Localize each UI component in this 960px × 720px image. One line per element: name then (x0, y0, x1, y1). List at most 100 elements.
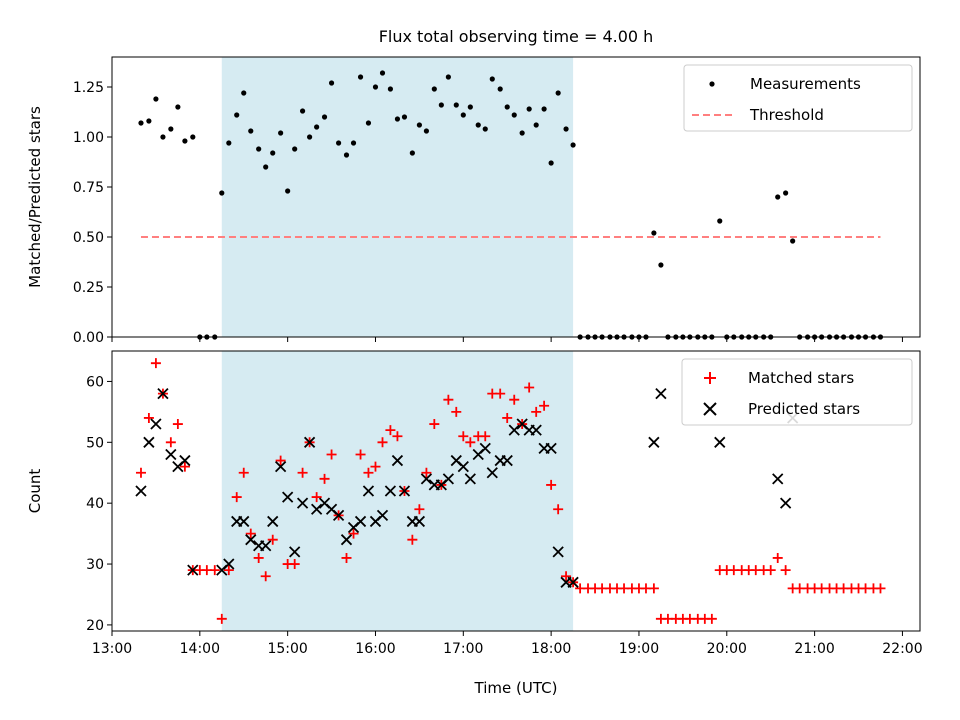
y-tick-label: 1.00 (73, 130, 104, 146)
y-axis-label: Matched/Predicted stars (26, 106, 44, 288)
y-tick-label: 1.25 (73, 80, 104, 96)
measurement-point (541, 106, 547, 112)
predicted-point (310, 503, 323, 515)
predicted-point (567, 576, 579, 588)
predicted-point (772, 473, 784, 485)
matched-point (275, 455, 286, 466)
measurement-point (299, 108, 306, 114)
measurement-point (343, 152, 350, 158)
predicted-point (486, 467, 498, 479)
measurement-point (263, 164, 269, 170)
measurement-point (226, 140, 232, 146)
x-tick-label: 18:00 (531, 641, 571, 657)
predicted-point (282, 491, 294, 503)
matched-point (392, 431, 403, 442)
legend-label: Threshold (749, 106, 824, 124)
measurement-point (285, 188, 291, 194)
matched-point (539, 400, 550, 411)
matched-point (216, 613, 227, 624)
predicted-point (179, 454, 191, 467)
predicted-point (340, 534, 353, 546)
predicted-point (223, 558, 235, 570)
measurement-point (453, 102, 459, 108)
matched-point (319, 473, 330, 484)
predicted-point (779, 497, 792, 509)
predicted-point (274, 461, 287, 473)
matched-point (231, 492, 242, 503)
matched-point (297, 467, 308, 478)
matched-point (150, 358, 161, 369)
matched-point (524, 382, 535, 393)
matched-point (414, 504, 425, 515)
matched-point (875, 583, 886, 594)
measurement-point (658, 262, 664, 268)
matched-point (648, 583, 659, 594)
predicted-point (501, 454, 513, 467)
matched-point (165, 437, 176, 448)
measurement-point (387, 86, 394, 92)
measurement-point (651, 230, 657, 236)
legend-box (681, 358, 913, 426)
x-tick-label: 22:00 (882, 641, 922, 657)
matched-point (172, 419, 183, 430)
legend-marker (709, 81, 715, 87)
matched-point (772, 552, 783, 563)
shaded-interval (221, 351, 574, 631)
top-panel: 0.00 0.25 0.50 0.75 1.00 1.25 Matched/Predicte… (26, 56, 921, 346)
predicted-point (545, 442, 557, 455)
predicted-point (457, 461, 469, 473)
measurement-point (314, 124, 320, 130)
measurement-point (307, 134, 313, 140)
matched-point (363, 467, 374, 478)
measurement-point (489, 76, 495, 82)
predicted-point (150, 418, 162, 430)
matched-point (341, 552, 352, 563)
predicted-point (384, 485, 397, 497)
predicted-point (303, 436, 316, 448)
x-tick-label: 14:00 (180, 641, 220, 657)
predicted-point (655, 387, 667, 400)
x-tick-label: 20:00 (707, 641, 747, 657)
measurement-point (717, 218, 723, 224)
matched-point (546, 479, 557, 490)
matched-point (179, 461, 190, 472)
measurement-point (570, 142, 576, 148)
measurement-point (241, 90, 247, 96)
predicted-point (508, 424, 520, 436)
predicted-point (289, 546, 301, 558)
measurement-point (526, 106, 532, 112)
measurement-point (175, 104, 181, 110)
predicted-point (143, 436, 155, 448)
matched-point (238, 467, 249, 478)
predicted-point (442, 473, 455, 485)
measurement-point (504, 104, 510, 110)
legend-box (683, 64, 913, 132)
shaded-interval (221, 57, 574, 337)
matched-point (223, 565, 234, 576)
measurement-point (394, 116, 401, 122)
matched-point (348, 528, 359, 539)
measurement-point (497, 86, 503, 92)
predicted-point (413, 515, 426, 528)
measurement-point (460, 112, 466, 118)
measurement-point (292, 146, 298, 152)
measurement-point (321, 114, 328, 120)
legend-marker (703, 402, 717, 416)
matched-point (443, 394, 454, 405)
measurement-point (563, 126, 569, 132)
predicted-point (479, 442, 491, 455)
matched-point (780, 565, 791, 576)
measurement-point (270, 150, 276, 156)
predicted-point (376, 509, 389, 521)
measurement-point (350, 140, 357, 146)
matched-point (385, 425, 396, 436)
x-tick-label: 15:00 (267, 641, 307, 657)
measurement-point (153, 96, 159, 102)
matched-point (458, 431, 469, 442)
measurement-point (409, 150, 415, 156)
predicted-point (260, 540, 272, 552)
bottom-panel: 20 30 40 50 60 13:00 14:00 15:00 16:00 17:00 18:00… (26, 350, 923, 697)
matched-point (407, 534, 418, 545)
predicted-point (238, 515, 250, 528)
